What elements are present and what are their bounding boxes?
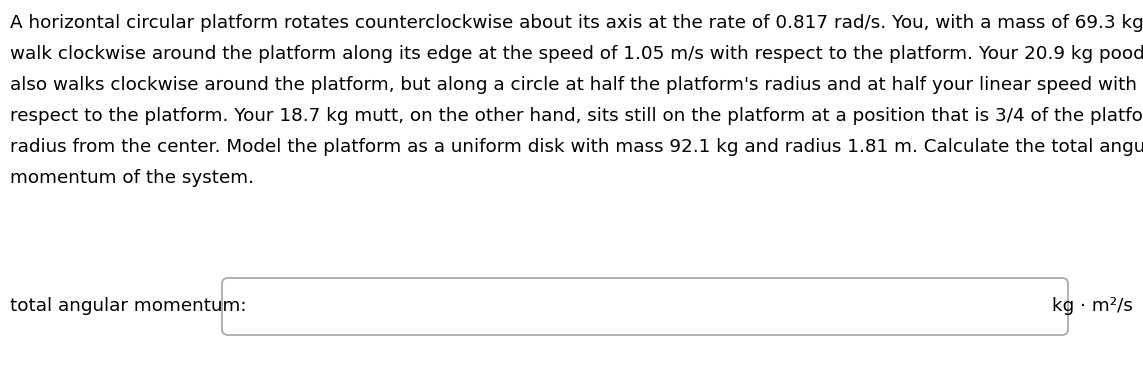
Text: kg · m²/s: kg · m²/s xyxy=(1052,297,1133,315)
Text: radius from the center. Model the platform as a uniform disk with mass 92.1 kg a: radius from the center. Model the platfo… xyxy=(10,138,1143,156)
FancyBboxPatch shape xyxy=(222,278,1068,335)
Text: also walks clockwise around the platform, but along a circle at half the platfor: also walks clockwise around the platform… xyxy=(10,76,1137,94)
Text: respect to the platform. Your 18.7 kg mutt, on the other hand, sits still on the: respect to the platform. Your 18.7 kg mu… xyxy=(10,107,1143,125)
Text: momentum of the system.: momentum of the system. xyxy=(10,169,254,187)
Text: walk clockwise around the platform along its edge at the speed of 1.05 m/s with : walk clockwise around the platform along… xyxy=(10,45,1143,63)
Text: total angular momentum:: total angular momentum: xyxy=(10,297,247,315)
Text: A horizontal circular platform rotates counterclockwise about its axis at the ra: A horizontal circular platform rotates c… xyxy=(10,14,1143,32)
